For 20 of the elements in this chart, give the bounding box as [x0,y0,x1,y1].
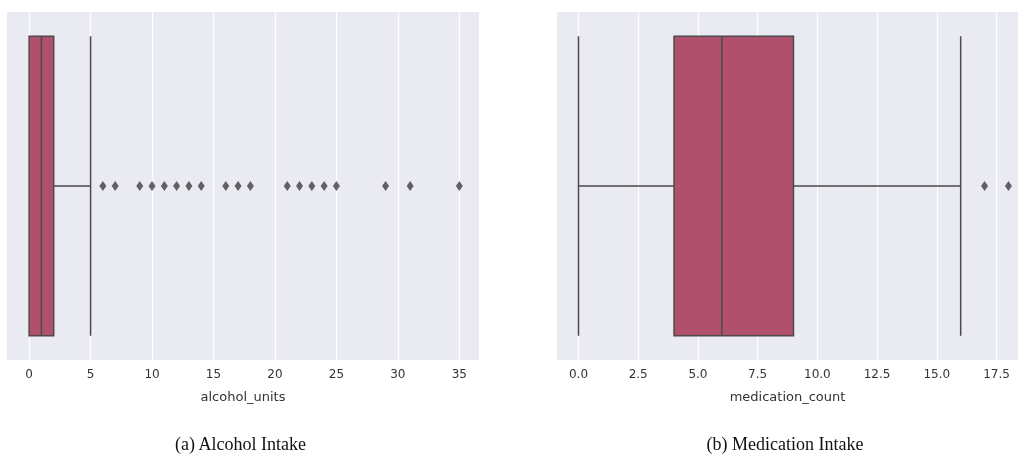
x-tick-label: 0.0 [568,367,589,381]
x-tick-label: 10.0 [804,367,831,381]
x-tick-label: 0 [25,367,33,381]
x-axis-title: alcohol_units [200,389,286,404]
x-tick-label: 5.0 [688,367,708,381]
x-tick-label: 15 [205,367,222,381]
x-tick-label: 2.5 [628,367,648,381]
x-tick-label: 7.5 [748,367,768,381]
x-tick-label: 10 [144,367,160,381]
x-tick-label: 17.5 [983,367,1010,381]
x-axis-title: medication_count [729,389,846,404]
x-tick-label: 5 [86,367,95,381]
x-tick-label: 20 [267,367,283,381]
text: (b) Medication Intake [706,434,864,455]
x-tick-label: 30 [390,367,406,381]
x-tick-label: 15.0 [923,367,951,381]
x-tick-label: 12.5 [863,367,891,381]
x-tick-label: 35 [451,367,467,381]
text: (a) Alcohol Intake [175,434,306,455]
x-tick-label: 25 [328,367,345,381]
